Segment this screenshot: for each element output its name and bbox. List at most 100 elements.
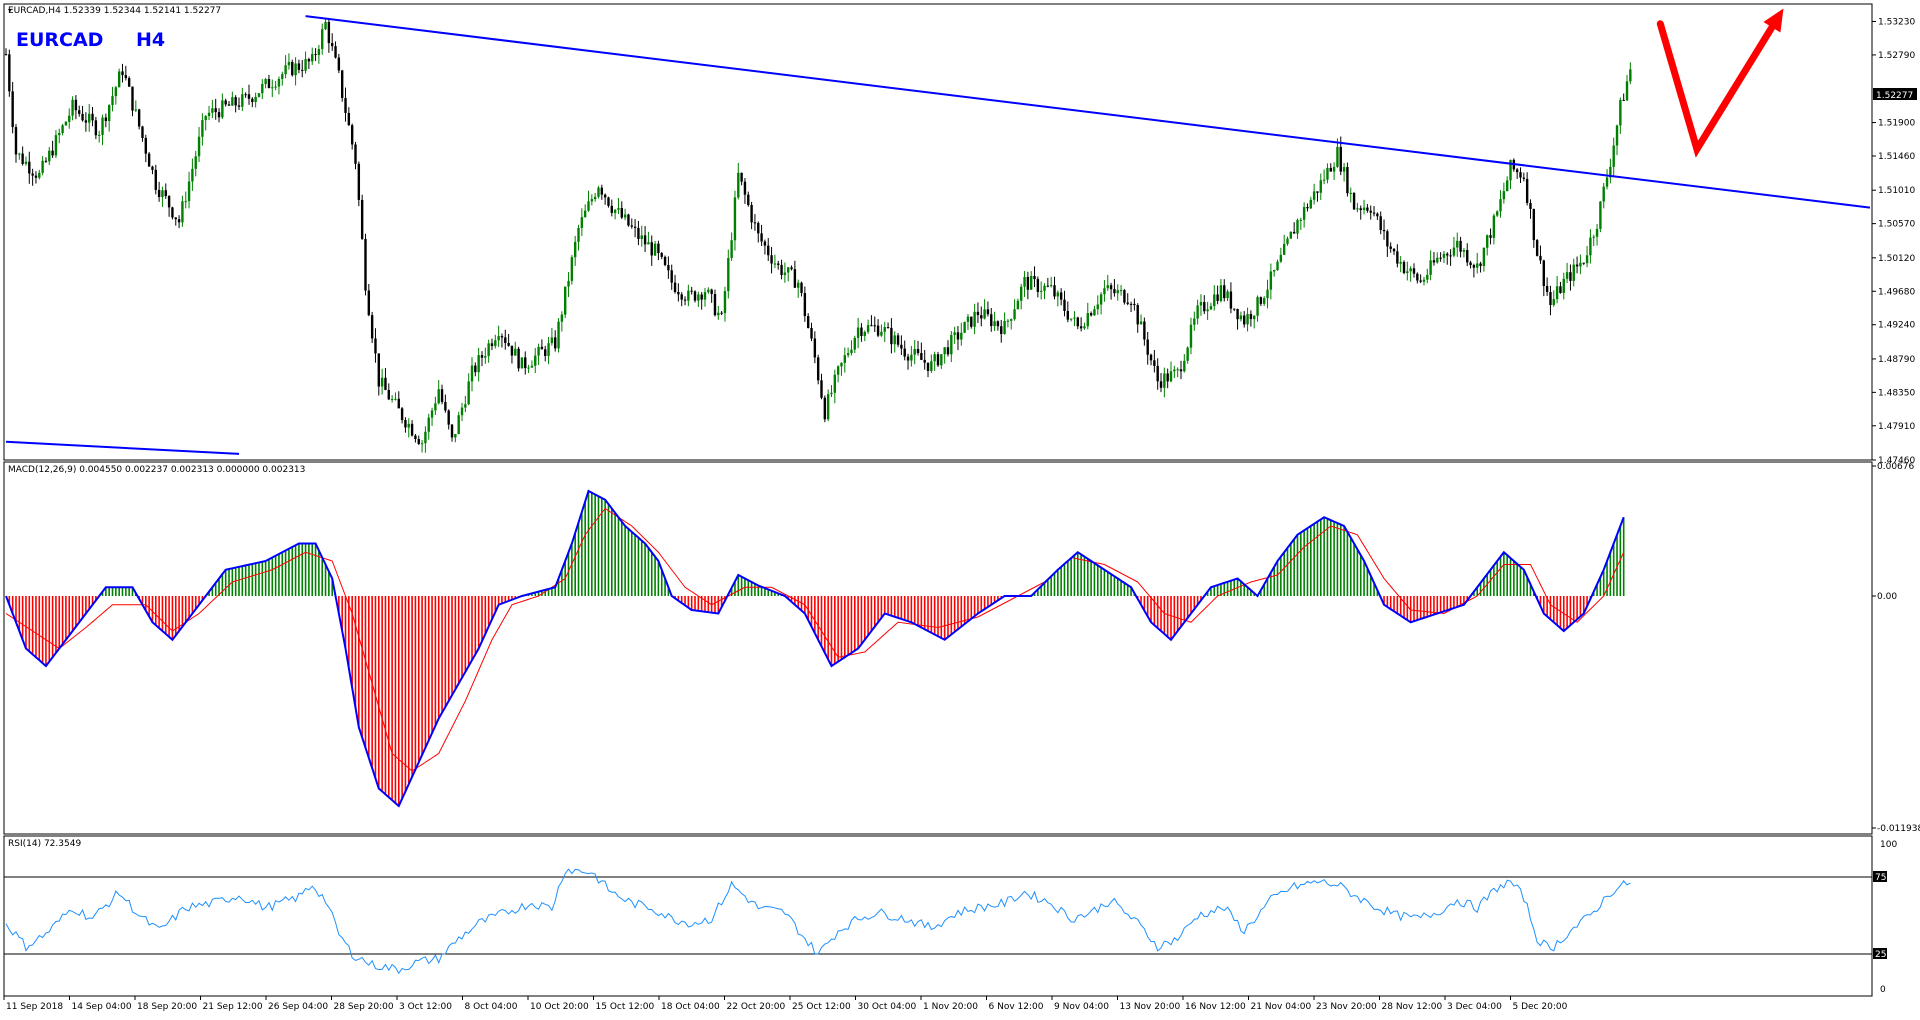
candle: [597, 185, 600, 199]
candle: [1030, 271, 1033, 290]
candle: [1073, 311, 1076, 327]
candle: [747, 191, 750, 207]
candle: [1452, 237, 1456, 258]
candle: [447, 409, 450, 430]
candle: [866, 319, 870, 334]
candle: [846, 347, 850, 358]
candle: [201, 113, 204, 146]
candle: [1569, 264, 1572, 291]
candle: [1615, 124, 1619, 156]
candle: [207, 105, 211, 121]
candle: [38, 169, 41, 180]
candle: [540, 339, 544, 350]
candle: [321, 23, 324, 55]
candle: [1196, 299, 1199, 325]
candle: [337, 53, 341, 74]
candle: [21, 146, 24, 166]
candle: [1166, 368, 1169, 389]
candle: [1106, 274, 1109, 291]
candle: [1376, 212, 1379, 220]
candle: [960, 322, 963, 346]
candle: [1379, 211, 1382, 235]
candle: [1525, 172, 1529, 206]
candle: [467, 373, 470, 406]
candle: [1386, 229, 1389, 257]
candle: [607, 196, 610, 208]
price-tick-label: 1.47910: [1878, 422, 1915, 432]
rsi-panel[interactable]: RSI(14) 72.3549: [3, 835, 1873, 997]
candle: [1515, 167, 1519, 179]
candle: [833, 369, 837, 404]
candle: [261, 79, 264, 100]
time-axis-ticks: 11 Sep 2018 14 Sep 04:00 18 Sep 20:00 21 Se…: [3, 996, 1568, 1012]
candle: [570, 254, 574, 285]
candle: [480, 351, 484, 367]
candle: [970, 316, 973, 329]
candle: [770, 246, 773, 274]
projection-arrow[interactable]: [1656, 16, 1780, 158]
candle: [1575, 256, 1579, 274]
candle: [1562, 272, 1565, 300]
candle: [274, 80, 277, 91]
candle: [980, 306, 983, 327]
time-tick-label: 1 Nov 20:00: [923, 1002, 978, 1012]
secondary-trendline[interactable]: [5, 440, 240, 455]
candle: [1123, 288, 1126, 305]
candle: [986, 301, 990, 317]
candle: [454, 433, 457, 443]
candle: [640, 225, 643, 247]
candle: [860, 323, 863, 342]
candle: [1309, 196, 1312, 209]
candle: [147, 151, 151, 167]
candle: [886, 322, 890, 329]
candle: [916, 340, 920, 356]
candle: [1419, 274, 1422, 284]
candle: [723, 286, 727, 322]
price-panel[interactable]: EURCAD,H4 1.52339 1.52344 1.52141 1.5227…: [3, 3, 1873, 461]
candle: [800, 281, 803, 297]
candle: [287, 53, 291, 70]
collapse-triangle-icon[interactable]: [8, 9, 12, 12]
candle: [504, 329, 507, 350]
candle: [437, 380, 440, 405]
candle: [44, 157, 48, 163]
candle: [1033, 266, 1036, 288]
candle: [1219, 278, 1223, 303]
candle: [1146, 331, 1149, 365]
candle: [400, 407, 404, 424]
candle: [1559, 281, 1562, 294]
price-axis[interactable]: 1.53230 1.52790 1.51900 1.51460 1.51010 1.505…: [1871, 4, 1917, 466]
candle: [374, 328, 377, 363]
candle: [487, 339, 490, 363]
candle: [167, 195, 171, 217]
rsi-tag-25: [1873, 948, 1887, 959]
candle: [544, 345, 547, 362]
time-tick-label: 13 Nov 20:00: [1120, 1002, 1181, 1012]
candle: [823, 395, 827, 423]
candle: [74, 95, 78, 120]
time-axis[interactable]: 11 Sep 2018 14 Sep 04:00 18 Sep 20:00 21 Se…: [3, 995, 1872, 1012]
candle: [1532, 208, 1536, 248]
candle: [1449, 249, 1452, 266]
candle: [620, 201, 623, 220]
macd-panel-frame: [3, 461, 1873, 835]
candle: [131, 86, 134, 117]
candle: [557, 318, 560, 353]
candle: [247, 84, 251, 105]
candle: [384, 368, 387, 391]
candle: [1312, 183, 1316, 205]
price-tick-label: 1.47460: [1878, 456, 1915, 466]
candle: [890, 318, 893, 354]
candle: [1203, 295, 1206, 314]
macd-axis: 0.00676 0.00 -0.011938: [1871, 462, 1920, 834]
candle: [254, 92, 257, 108]
candle: [1412, 263, 1416, 278]
rsi-axis: 100 75 25 0: [1871, 836, 1897, 996]
time-tick-label: 25 Oct 12:00: [792, 1002, 851, 1012]
candle: [534, 348, 537, 374]
candle: [68, 108, 71, 129]
macd-panel[interactable]: MACD(12,26,9) 0.004550 0.002237 0.002313…: [3, 461, 1873, 835]
candle: [750, 201, 753, 230]
main-trendline[interactable]: [305, 15, 1871, 209]
candle: [593, 193, 597, 202]
